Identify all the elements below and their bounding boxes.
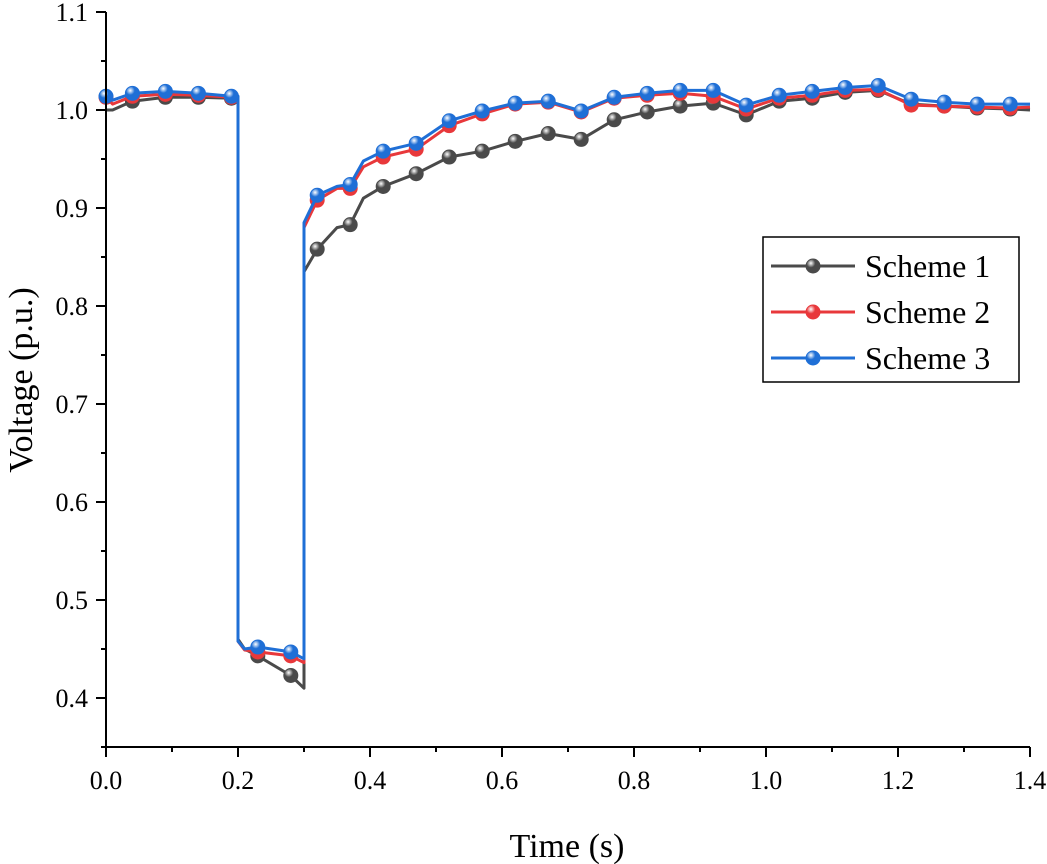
legend-marker xyxy=(805,258,821,274)
series-3-point xyxy=(375,143,391,159)
legend-label: Scheme 1 xyxy=(865,248,990,284)
series-3-point xyxy=(804,83,820,99)
series-3-point xyxy=(342,176,358,192)
x-tick-label: 0.8 xyxy=(618,766,651,795)
series-1-point xyxy=(672,98,688,114)
series-1-point xyxy=(474,143,490,159)
series-3-point xyxy=(540,93,556,109)
y-tick-label: 0.8 xyxy=(56,292,89,321)
series-3-point xyxy=(190,85,206,101)
series-3-point xyxy=(870,78,886,93)
series-1-point xyxy=(342,217,358,233)
legend-label: Scheme 3 xyxy=(865,340,990,376)
series-1-point xyxy=(540,126,556,142)
series-3-point xyxy=(1002,96,1018,112)
series-3-point xyxy=(283,644,299,660)
series-1-point xyxy=(507,133,523,149)
series-1-point xyxy=(283,667,299,683)
series-1-point xyxy=(639,104,655,120)
series-3-point xyxy=(573,103,589,119)
series-3-point xyxy=(474,103,490,119)
series-3-point xyxy=(507,95,523,111)
y-tick-label: 0.4 xyxy=(56,684,89,713)
series-3-point xyxy=(969,96,985,112)
y-tick-label: 1.1 xyxy=(56,0,89,27)
x-tick-label: 0.2 xyxy=(222,766,255,795)
series-3-point xyxy=(408,135,424,151)
series-3-point xyxy=(705,82,721,98)
series-3-point xyxy=(771,87,787,103)
legend-marker xyxy=(805,350,821,366)
x-tick-label: 1.2 xyxy=(882,766,915,795)
y-tick-label: 0.5 xyxy=(56,586,89,615)
series-3-point xyxy=(441,113,457,129)
x-axis-title: Time (s) xyxy=(510,828,625,864)
series-1-point xyxy=(441,149,457,165)
series-line-1 xyxy=(106,88,1031,690)
series-3-point xyxy=(606,89,622,105)
x-tick-label: 0.4 xyxy=(354,766,387,795)
series-1-point xyxy=(375,178,391,194)
legend-label: Scheme 2 xyxy=(865,294,990,330)
series-3-point xyxy=(672,82,688,98)
legend: Scheme 1 Scheme 2 Scheme 3 xyxy=(762,236,1020,383)
legend-marker xyxy=(805,304,821,320)
x-tick-label: 0.0 xyxy=(90,766,123,795)
series-3-point xyxy=(157,83,173,99)
series-3-point xyxy=(250,639,266,655)
series-1-point xyxy=(606,112,622,128)
y-tick-label: 0.6 xyxy=(56,488,89,517)
series-1-point xyxy=(573,131,589,147)
series-1-point xyxy=(309,241,325,257)
series-3-point xyxy=(124,85,140,101)
y-tick-label: 1.0 xyxy=(56,96,89,125)
y-tick-label: 0.7 xyxy=(56,390,89,419)
series-3-point xyxy=(903,91,919,107)
y-tick-label: 0.9 xyxy=(56,194,89,223)
plot-area xyxy=(98,78,1031,690)
series-1-point xyxy=(408,166,424,182)
series-3-point xyxy=(738,97,754,113)
x-tick-label: 1.4 xyxy=(1014,766,1047,795)
series-3-point xyxy=(309,187,325,203)
series-3-point xyxy=(223,88,239,104)
series-3-point xyxy=(936,94,952,110)
x-tick-label: 0.6 xyxy=(486,766,519,795)
series-3-point xyxy=(837,79,853,95)
x-tick-label: 1.0 xyxy=(750,766,783,795)
y-axis-title: Voltage (p.u.) xyxy=(3,287,40,472)
axes: 0.0 0.2 0.4 0.6 0.8 1.0 1.2 1.4 0.4 0.5 0.6 0.7 0.8 0… xyxy=(56,0,1047,795)
series-3-point xyxy=(639,85,655,101)
